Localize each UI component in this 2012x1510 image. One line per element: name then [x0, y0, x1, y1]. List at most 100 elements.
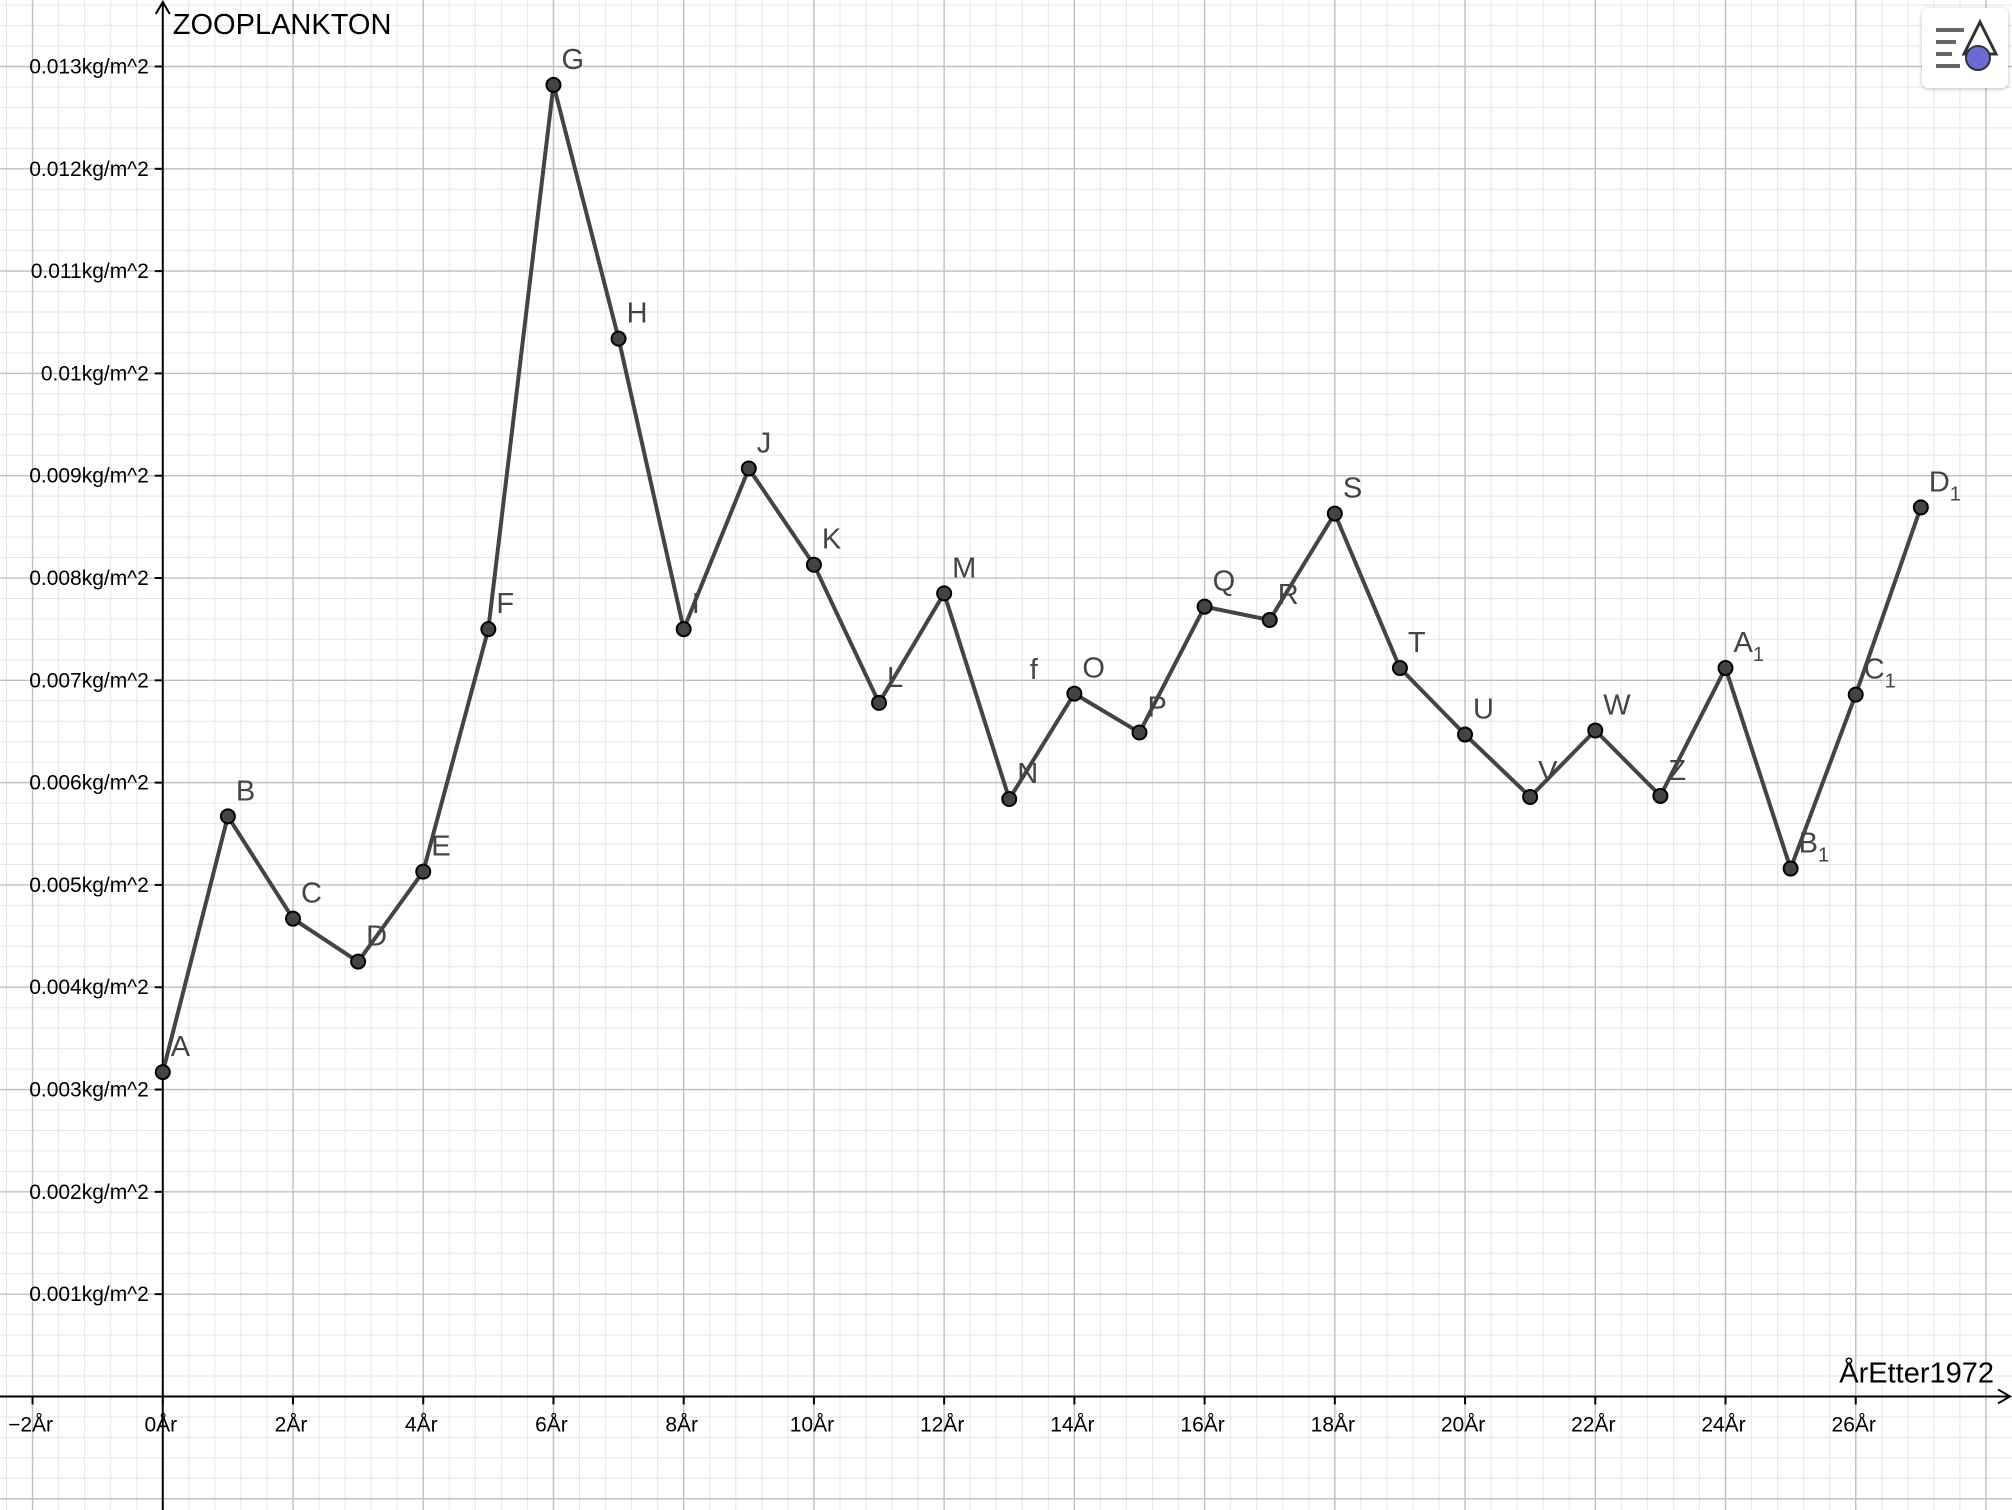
data-point	[610, 330, 627, 347]
x-axis-arrow	[1997, 1388, 2012, 1405]
y-tick-label: 0.008kg/m^2	[29, 567, 149, 590]
x-tick-label: 6År	[535, 1413, 568, 1436]
data-point	[936, 585, 953, 602]
x-tick-label: −2År	[8, 1413, 53, 1436]
point-labels: A B C D E F G H I J K L M N O P Q R S T U V W Z A1 B1 C1 D1	[171, 44, 1961, 1063]
series-line	[160, 82, 1923, 1073]
point-label: A	[171, 1031, 191, 1063]
x-tick-labels: −2År 0År 2År 4År 6År 8År 10År 12År 14År 16År 18År 2…	[8, 1413, 1876, 1436]
x-tick-label: 26År	[1832, 1413, 1876, 1436]
y-axis-title: ZOOPLANKTON	[173, 9, 392, 41]
data-point	[1066, 685, 1083, 702]
x-tick-label: 24År	[1701, 1413, 1745, 1436]
point-label: D1	[1929, 466, 1961, 505]
y-tick-label: 0.007kg/m^2	[29, 669, 149, 692]
data-point	[1131, 724, 1148, 741]
y-tick-label: 0.006kg/m^2	[29, 772, 149, 795]
data-point	[1717, 660, 1734, 677]
x-tick-label: 14År	[1050, 1413, 1094, 1436]
point-label: O	[1082, 653, 1105, 685]
point-label: B1	[1799, 828, 1829, 867]
data-point	[1522, 788, 1539, 805]
point-label: P	[1147, 691, 1166, 723]
data-point	[1587, 722, 1604, 739]
point-label: A1	[1734, 627, 1764, 666]
point-label: J	[757, 428, 772, 460]
x-tick-label: 12År	[920, 1413, 964, 1436]
point-label: I	[692, 588, 700, 620]
data-point	[1912, 499, 1929, 516]
y-tick-label: 0.005kg/m^2	[29, 874, 149, 897]
point-label: K	[822, 524, 842, 556]
point-label: M	[952, 552, 976, 584]
x-tick-label: 10År	[790, 1413, 834, 1436]
point-label: D	[366, 921, 387, 953]
data-point	[415, 863, 432, 880]
data-point	[1196, 598, 1213, 615]
point-label: H	[627, 298, 648, 330]
x-tick-label: 4År	[405, 1413, 438, 1436]
x-tick-label: 0År	[144, 1413, 177, 1436]
data-point	[1457, 726, 1474, 743]
y-tick-label: 0.002kg/m^2	[29, 1181, 149, 1204]
x-tick-label: 2År	[275, 1413, 308, 1436]
x-tick-label: 18År	[1311, 1413, 1355, 1436]
y-tick-label: 0.013kg/m^2	[29, 55, 149, 78]
point-label: E	[431, 831, 450, 863]
data-point	[1847, 686, 1864, 703]
x-tick-label: 16År	[1180, 1413, 1224, 1436]
data-point	[1261, 611, 1278, 628]
point-label: F	[496, 588, 514, 620]
point-label: B	[236, 775, 255, 807]
data-point	[1782, 860, 1799, 877]
data-point	[219, 808, 236, 825]
point-label: C	[301, 878, 322, 910]
x-tick-label: 20År	[1441, 1413, 1485, 1436]
data-point	[805, 556, 822, 573]
x-axis-title: ÅrEtter1972	[1839, 1356, 1994, 1389]
point-label: S	[1343, 473, 1362, 505]
data-points	[154, 76, 1929, 1081]
point-label: V	[1538, 756, 1558, 788]
series-line-path	[160, 82, 1923, 1073]
point-label: U	[1473, 694, 1494, 726]
graphics-style-bar-icon	[1936, 18, 1999, 71]
y-tick-label: 0.009kg/m^2	[29, 465, 149, 488]
data-point	[1001, 790, 1018, 807]
point-label: R	[1278, 579, 1299, 611]
point-label: N	[1017, 758, 1038, 790]
annotations: f	[1030, 654, 1039, 686]
point-label: T	[1408, 627, 1426, 659]
data-point	[1326, 505, 1343, 522]
data-point	[1652, 787, 1669, 804]
point-label: L	[887, 662, 903, 694]
data-point	[480, 621, 497, 638]
style-bar-toggle-button[interactable]	[1922, 8, 2008, 88]
point-label: W	[1603, 689, 1631, 721]
point-label: Z	[1668, 755, 1686, 787]
function-label: f	[1030, 654, 1039, 686]
y-tick-label: 0.012kg/m^2	[29, 158, 149, 181]
point-label: Q	[1213, 566, 1236, 598]
data-point	[675, 621, 692, 638]
y-tick-label: 0.004kg/m^2	[29, 976, 149, 999]
data-point	[350, 953, 367, 970]
data-point	[154, 1064, 171, 1081]
y-tick-label: 0.003kg/m^2	[29, 1079, 149, 1102]
y-tick-label: 0.01kg/m^2	[41, 362, 149, 385]
data-point	[545, 76, 562, 93]
point-label: C1	[1864, 654, 1896, 693]
data-point	[871, 694, 888, 711]
x-tick-label: 8År	[665, 1413, 698, 1436]
y-tick-label: 0.001kg/m^2	[29, 1283, 149, 1306]
point-label: G	[561, 44, 584, 76]
y-tick-labels: 0.001kg/m^2 0.002kg/m^2 0.003kg/m^2 0.004kg…	[29, 55, 149, 1306]
x-tick-label: 22År	[1571, 1413, 1615, 1436]
y-axis-arrow	[154, 0, 171, 15]
data-point	[285, 910, 302, 927]
y-tick-label: 0.011kg/m^2	[31, 260, 149, 283]
